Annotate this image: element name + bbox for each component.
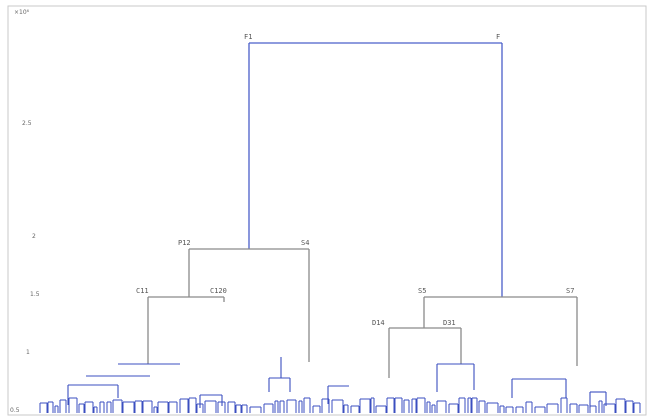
plot-frame [7, 5, 647, 416]
axis-exponent-label: ×10⁶ [14, 9, 30, 16]
node-label: S7 [566, 287, 574, 295]
node-label: C11 [136, 287, 149, 295]
node-label: P12 [178, 239, 191, 247]
y-tick-label: 1 [26, 349, 30, 356]
y-tick-label: 2 [32, 233, 36, 240]
node-label: C120 [210, 287, 227, 295]
mid-links [147, 248, 578, 378]
y-tick-label: 0.5 [10, 407, 20, 414]
y-tick-label: 2.5 [22, 120, 32, 127]
node-label: S5 [418, 287, 426, 295]
root-link [248, 42, 503, 297]
node-label: D31 [443, 319, 456, 327]
y-axis: 2.5 2 1.5 1 0.5 [10, 120, 40, 414]
node-labels: F1 F P12 S4 C11 C120 S5 S7 D14 D31 [136, 33, 574, 327]
leaf-clusters [39, 397, 641, 413]
node-label: F [496, 33, 500, 41]
y-tick-label: 1.5 [30, 291, 40, 298]
node-label: S4 [301, 239, 309, 247]
node-label: D14 [372, 319, 385, 327]
node-label: F1 [244, 33, 252, 41]
